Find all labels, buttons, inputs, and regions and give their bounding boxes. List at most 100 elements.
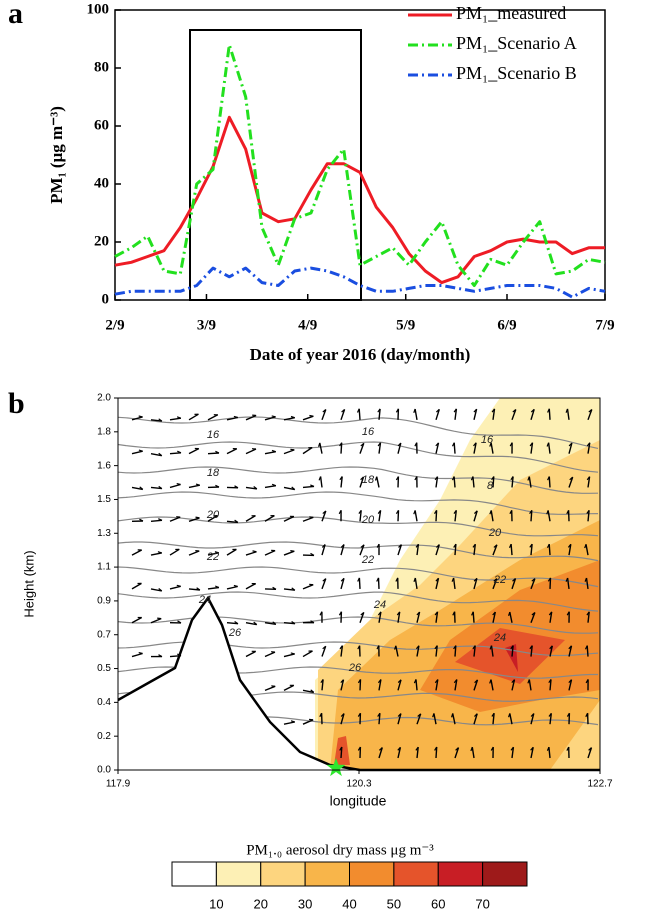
wind-vector [587,476,591,488]
wind-vector-head [376,577,380,582]
wind-vector [530,442,534,454]
wind-vector-head [548,611,553,616]
panel-label: a [8,0,23,30]
wind-vector [435,442,440,454]
colorbar-swatch [304,861,350,887]
wind-vector-head [489,645,493,650]
wind-vector [245,414,257,421]
wind-vector-head [377,712,381,717]
wind-vector-head [512,578,516,582]
colorbar-tick-label: 20 [254,896,268,911]
wind-vector-head [214,551,219,554]
wind-vector-head [322,578,327,582]
panel-label: b [8,387,25,420]
legend-label: PM₁_Scenario B [456,63,577,83]
wind-vector-head [357,577,360,582]
wind-vector-head [474,679,478,684]
legend-label: PM₁_measured [456,3,566,23]
wind-vector [585,577,589,590]
wind-vector-head [415,543,419,548]
wind-vector [549,645,553,657]
contour-line [117,416,599,449]
x-tick-label: 120.3 [346,779,371,790]
wind-vector-head [586,509,590,514]
wind-vector [435,476,439,488]
wind-vector [378,408,381,420]
colorbar-swatch [437,861,484,887]
wind-vector [150,419,162,422]
wind-vector-head [453,645,457,650]
wind-vector [150,588,162,592]
wind-vector-head [529,645,533,650]
wind-vector [587,510,590,522]
wind-vector-head [290,550,295,552]
plot-frame [114,9,606,301]
wind-vector [131,616,143,624]
wind-vector [435,611,439,623]
wind-vector [530,747,534,759]
wind-vector-head [138,449,143,452]
wind-vector-head [252,550,257,553]
wind-vector [264,622,276,625]
wind-vector-head [531,612,536,616]
wind-vector [397,510,400,522]
wind-vector-head [374,476,378,481]
wind-vector [245,448,257,455]
wind-vector [511,409,517,421]
wind-vector [416,611,421,623]
contour-label: 16 [207,429,220,441]
wind-vector-head [509,442,513,447]
wind-vector-head [417,713,422,717]
colorbar-tick-label: 10 [209,896,223,911]
wind-vector-head [138,652,143,655]
contour-label: 26 [228,627,242,639]
wind-vector-head [195,483,200,486]
colorbar-tick-label: 40 [342,896,356,911]
wind-vector-head [357,679,362,684]
wind-vector-head [394,645,397,650]
wind-vector-head [377,611,382,616]
wind-vector [207,515,218,522]
wind-vector [395,645,399,657]
wind-vector-head [416,611,421,616]
wind-vector [245,486,257,490]
wind-vector [188,413,199,421]
wind-vector-head [530,713,535,717]
wind-vector-head [176,483,181,486]
wind-vector-head [157,617,162,620]
wind-vector [511,476,514,488]
wind-vector [435,746,438,759]
wind-vector [490,679,494,691]
wind-vector-head [586,442,591,447]
wind-vector [378,747,383,759]
contour-label: 20 [488,527,502,539]
x-tick-label: 6/9 [497,317,516,333]
wind-vector-head [396,611,401,616]
wind-vector [283,721,295,725]
wind-vector-head [272,621,277,625]
wind-vector-head [584,544,587,549]
wind-vector [377,577,380,589]
wind-vector-head [471,611,474,616]
wind-vector-head [473,510,478,515]
wind-vector [472,611,475,623]
wind-vector [340,645,344,657]
wind-vector [435,679,439,691]
wind-vector-head [377,679,382,684]
x-tick-label: 117.9 [106,779,131,790]
wind-vector-head [434,645,438,650]
wind-vector [188,550,200,556]
contour-line [117,491,599,516]
wind-vector-head [177,450,182,454]
wind-vector-head [340,713,345,717]
wind-vector [321,409,327,421]
terrain-mask [118,598,600,770]
y-axis-label: PM₁ (μg m⁻³) [47,106,66,204]
wind-vector-head [195,516,200,519]
wind-vector [528,476,532,488]
wind-vector [358,577,361,589]
contour-line [117,441,599,473]
wind-vector [207,552,219,556]
wind-vector-head [339,746,343,751]
